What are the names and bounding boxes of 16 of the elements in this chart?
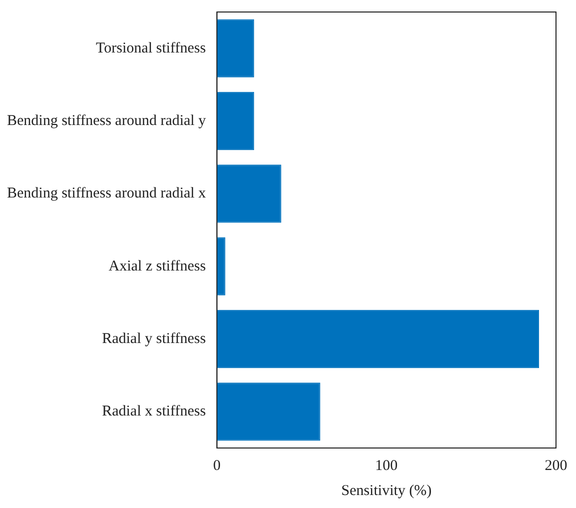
- y-tick-label: Bending stiffness around radial x: [6, 186, 206, 202]
- bar: [216, 92, 254, 150]
- bar: [216, 310, 540, 368]
- x-axis-title: Sensitivity (%): [341, 482, 432, 499]
- bar: [216, 382, 320, 441]
- x-tick-label: 100: [375, 458, 398, 474]
- y-tick-label: Torsional stiffness: [96, 40, 206, 56]
- bar: [216, 164, 282, 223]
- bar: [216, 237, 226, 296]
- y-tick-label: Bending stiffness around radial y: [6, 112, 206, 129]
- bar: [216, 19, 254, 78]
- x-tick-label: 200: [544, 458, 568, 474]
- x-tick-label: 0: [213, 458, 221, 474]
- y-tick-label: Radial y stiffness: [102, 330, 206, 347]
- y-tick-label: Axial z stiffness: [108, 258, 206, 274]
- y-tick-label: Radial x stiffness: [102, 404, 206, 420]
